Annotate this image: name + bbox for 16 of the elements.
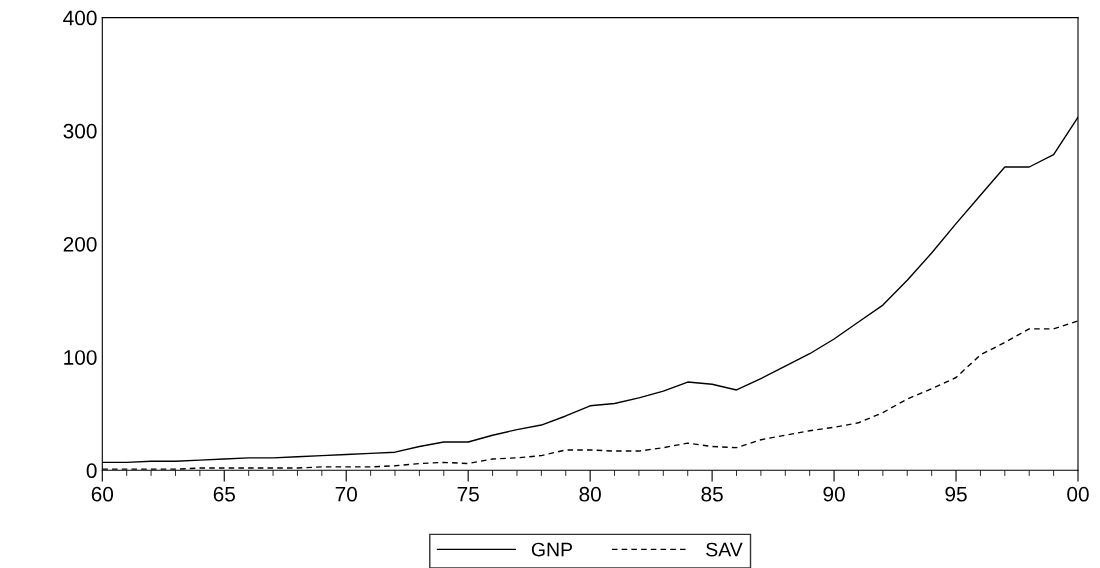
x-tick-label: 85: [701, 486, 723, 502]
y-tick-label: 300: [63, 123, 97, 139]
x-tick-label: 90: [823, 486, 845, 502]
x-tick-label: 80: [579, 486, 601, 502]
legend-label: GNP: [531, 542, 573, 557]
x-tick-label: 95: [945, 486, 967, 502]
y-tick-label: 200: [63, 236, 97, 252]
x-tick-label: 60: [91, 486, 114, 502]
x-tick-label: 70: [335, 486, 357, 502]
y-tick-label: 0: [86, 463, 97, 479]
x-tick-label: 65: [213, 486, 235, 502]
x-tick-label: 00: [1067, 486, 1089, 502]
y-tick-label: 100: [64, 350, 97, 365]
y-tick-label: 400: [63, 10, 97, 26]
x-tick-label: 75: [457, 487, 479, 502]
legend-label: SAV: [706, 542, 743, 557]
